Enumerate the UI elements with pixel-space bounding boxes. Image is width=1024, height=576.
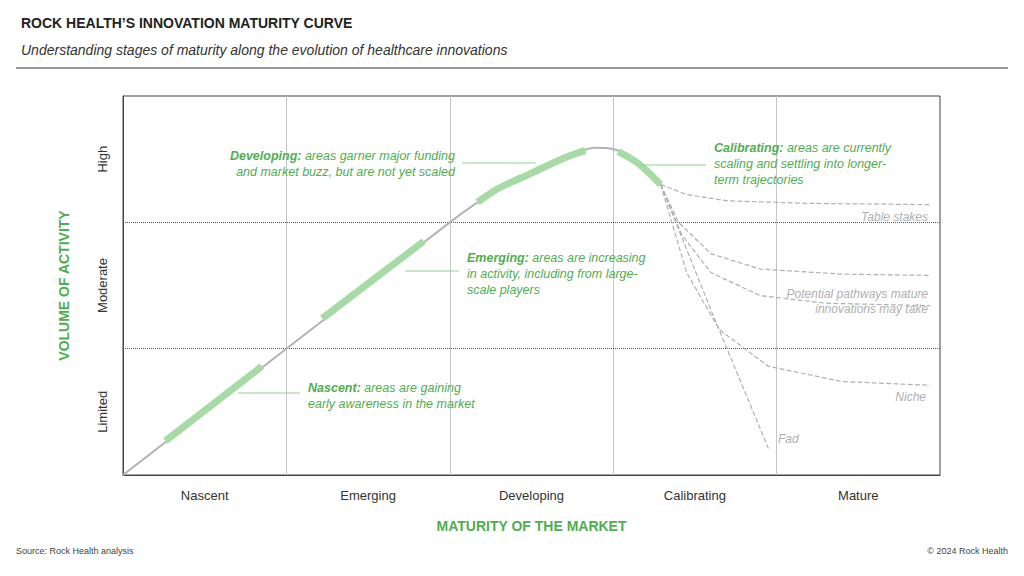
svg-text:MATURITY OF THE MARKET: MATURITY OF THE MARKET	[436, 518, 626, 534]
svg-text:in activity, including from la: in activity, including from large-	[467, 267, 638, 281]
svg-text:Developing: Developing	[499, 488, 564, 503]
svg-text:areas garner major funding: areas garner major funding	[301, 149, 455, 163]
svg-text:term trajectories: term trajectories	[714, 173, 804, 187]
svg-text:innovations may take: innovations may take	[815, 302, 928, 316]
svg-text:Table stakes: Table stakes	[861, 210, 928, 224]
svg-text:and market buzz, but are not y: and market buzz, but are not yet scaled	[236, 165, 456, 179]
svg-text:ROCK HEALTH’S INNOVATION MATUR: ROCK HEALTH’S INNOVATION MATURITY CURVE	[21, 15, 352, 31]
svg-text:early awareness in the market: early awareness in the market	[308, 397, 475, 411]
svg-text:scaling and settling into long: scaling and settling into longer-	[714, 157, 886, 171]
svg-text:areas are gaining: areas are gaining	[361, 381, 461, 395]
svg-text:High: High	[95, 146, 110, 173]
svg-text:Potential pathways mature: Potential pathways mature	[787, 287, 929, 301]
svg-text:Calibrating:: Calibrating:	[714, 141, 783, 155]
svg-text:Nascent:: Nascent:	[308, 381, 361, 395]
svg-text:Niche: Niche	[895, 390, 926, 404]
svg-text:Emerging: Emerging	[340, 488, 396, 503]
svg-text:areas are currently: areas are currently	[783, 141, 891, 155]
svg-text:areas are increasing: areas are increasing	[529, 251, 646, 265]
svg-text:Understanding stages of maturi: Understanding stages of maturity along t…	[21, 42, 507, 58]
svg-text:Limited: Limited	[95, 391, 110, 433]
svg-text:scale players: scale players	[467, 283, 540, 297]
svg-text:Moderate: Moderate	[95, 258, 110, 313]
svg-text:Source: Rock Health analysis: Source: Rock Health analysis	[16, 546, 134, 556]
svg-text:VOLUME OF ACTIVITY: VOLUME OF ACTIVITY	[56, 210, 72, 361]
svg-text:Nascent: Nascent	[181, 488, 229, 503]
svg-text:© 2024 Rock Health: © 2024 Rock Health	[927, 546, 1008, 556]
svg-text:Fad: Fad	[778, 432, 799, 446]
svg-text:Developing:: Developing:	[230, 149, 302, 163]
svg-text:Emerging:: Emerging:	[467, 251, 529, 265]
svg-text:Calibrating: Calibrating	[664, 488, 726, 503]
svg-text:Mature: Mature	[838, 488, 878, 503]
